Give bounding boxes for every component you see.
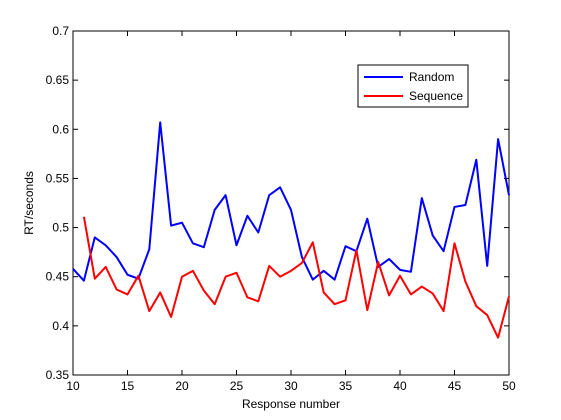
x-tick-label: 25 [230, 379, 244, 393]
series-lines [72, 121, 510, 339]
x-tick-label: 10 [66, 379, 80, 393]
legend-box [357, 64, 469, 108]
legend-label-random: Random [409, 70, 454, 84]
x-tick-label: 15 [121, 379, 135, 393]
y-tick-label: 0.6 [52, 122, 69, 136]
series-line-sequence [82, 216, 510, 339]
x-tick-labels: 10 15 20 25 30 35 40 45 50 [66, 379, 516, 393]
y-tick-labels: 0.35 0.4 0.45 0.5 0.55 0.6 0.65 0.7 [46, 24, 70, 382]
y-tick-label: 0.55 [46, 171, 70, 185]
y-tick-label: 0.7 [52, 24, 69, 38]
x-tick-label: 50 [502, 379, 516, 393]
axis-ticks [72, 30, 510, 376]
y-axis-label: RT/seconds [22, 171, 36, 235]
legend-label-sequence: Sequence [409, 89, 463, 103]
legend: Random Sequence [357, 64, 469, 108]
y-tick-label: 0.4 [52, 319, 69, 333]
y-tick-label: 0.45 [46, 270, 70, 284]
x-tick-label: 30 [284, 379, 298, 393]
y-tick-label: 0.5 [52, 221, 69, 235]
x-tick-label: 45 [448, 379, 462, 393]
x-tick-label: 40 [393, 379, 407, 393]
x-axis-label: Response number [242, 397, 340, 411]
series-line-random [72, 121, 510, 282]
y-tick-label: 0.35 [46, 368, 70, 382]
y-tick-label: 0.65 [46, 73, 70, 87]
x-tick-label: 35 [339, 379, 353, 393]
x-tick-label: 20 [175, 379, 189, 393]
